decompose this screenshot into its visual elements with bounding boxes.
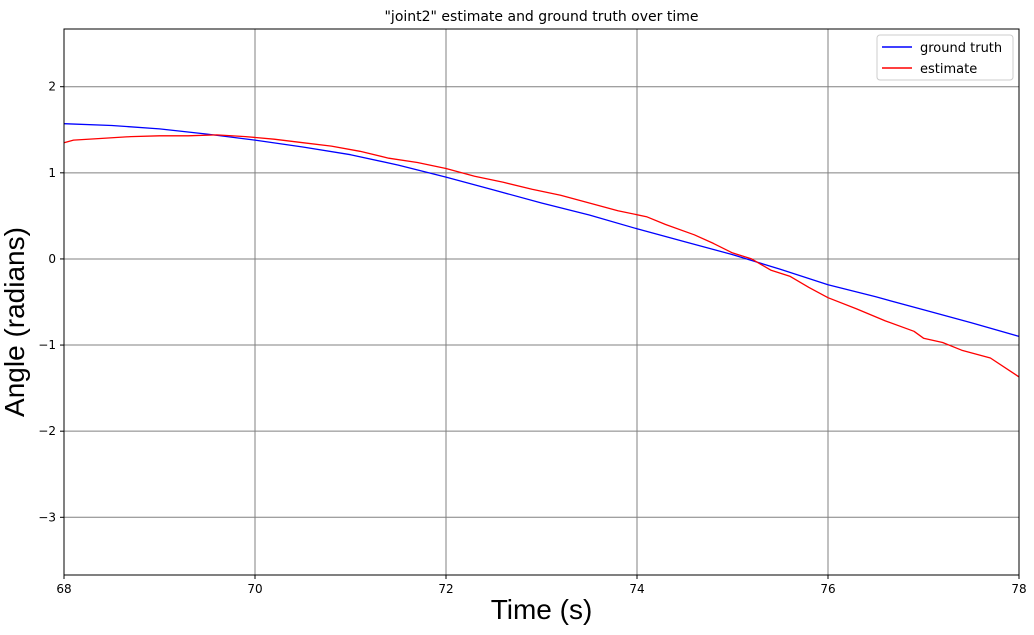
- x-tick-label: 78: [1011, 582, 1026, 596]
- legend-label-ground-truth: ground truth: [920, 41, 1002, 56]
- legend-label-estimate: estimate: [920, 62, 977, 77]
- y-tick-label: −1: [38, 338, 56, 352]
- x-tick-label: 70: [247, 582, 262, 596]
- x-tick-label: 72: [438, 582, 453, 596]
- legend-box: [876, 34, 1014, 81]
- x-axis-label: Time (s): [491, 594, 593, 625]
- y-tick-label: 2: [48, 80, 56, 94]
- legend: ground truth estimate: [876, 34, 1014, 81]
- x-tick-label: 74: [629, 582, 644, 596]
- y-tick-label: −3: [38, 510, 56, 524]
- series-line-ground-truth: [63, 123, 1020, 338]
- series-lines: [63, 123, 1020, 378]
- grid-lines: [64, 29, 1019, 575]
- y-tick-label: −2: [38, 424, 56, 438]
- series-line-estimate: [63, 134, 1020, 378]
- axis-ticks: 68 70 72 74 76 78 −3 −2 −1 0 1 2: [38, 80, 1026, 596]
- x-tick-label: 68: [56, 582, 71, 596]
- plot-frame: [63, 28, 1020, 576]
- x-tick-label: 76: [820, 582, 835, 596]
- y-tick-label: 1: [48, 166, 56, 180]
- y-tick-label: 0: [48, 252, 56, 266]
- chart-title: "joint2" estimate and ground truth over …: [384, 9, 698, 25]
- y-axis-label: Angle (radians): [0, 227, 30, 417]
